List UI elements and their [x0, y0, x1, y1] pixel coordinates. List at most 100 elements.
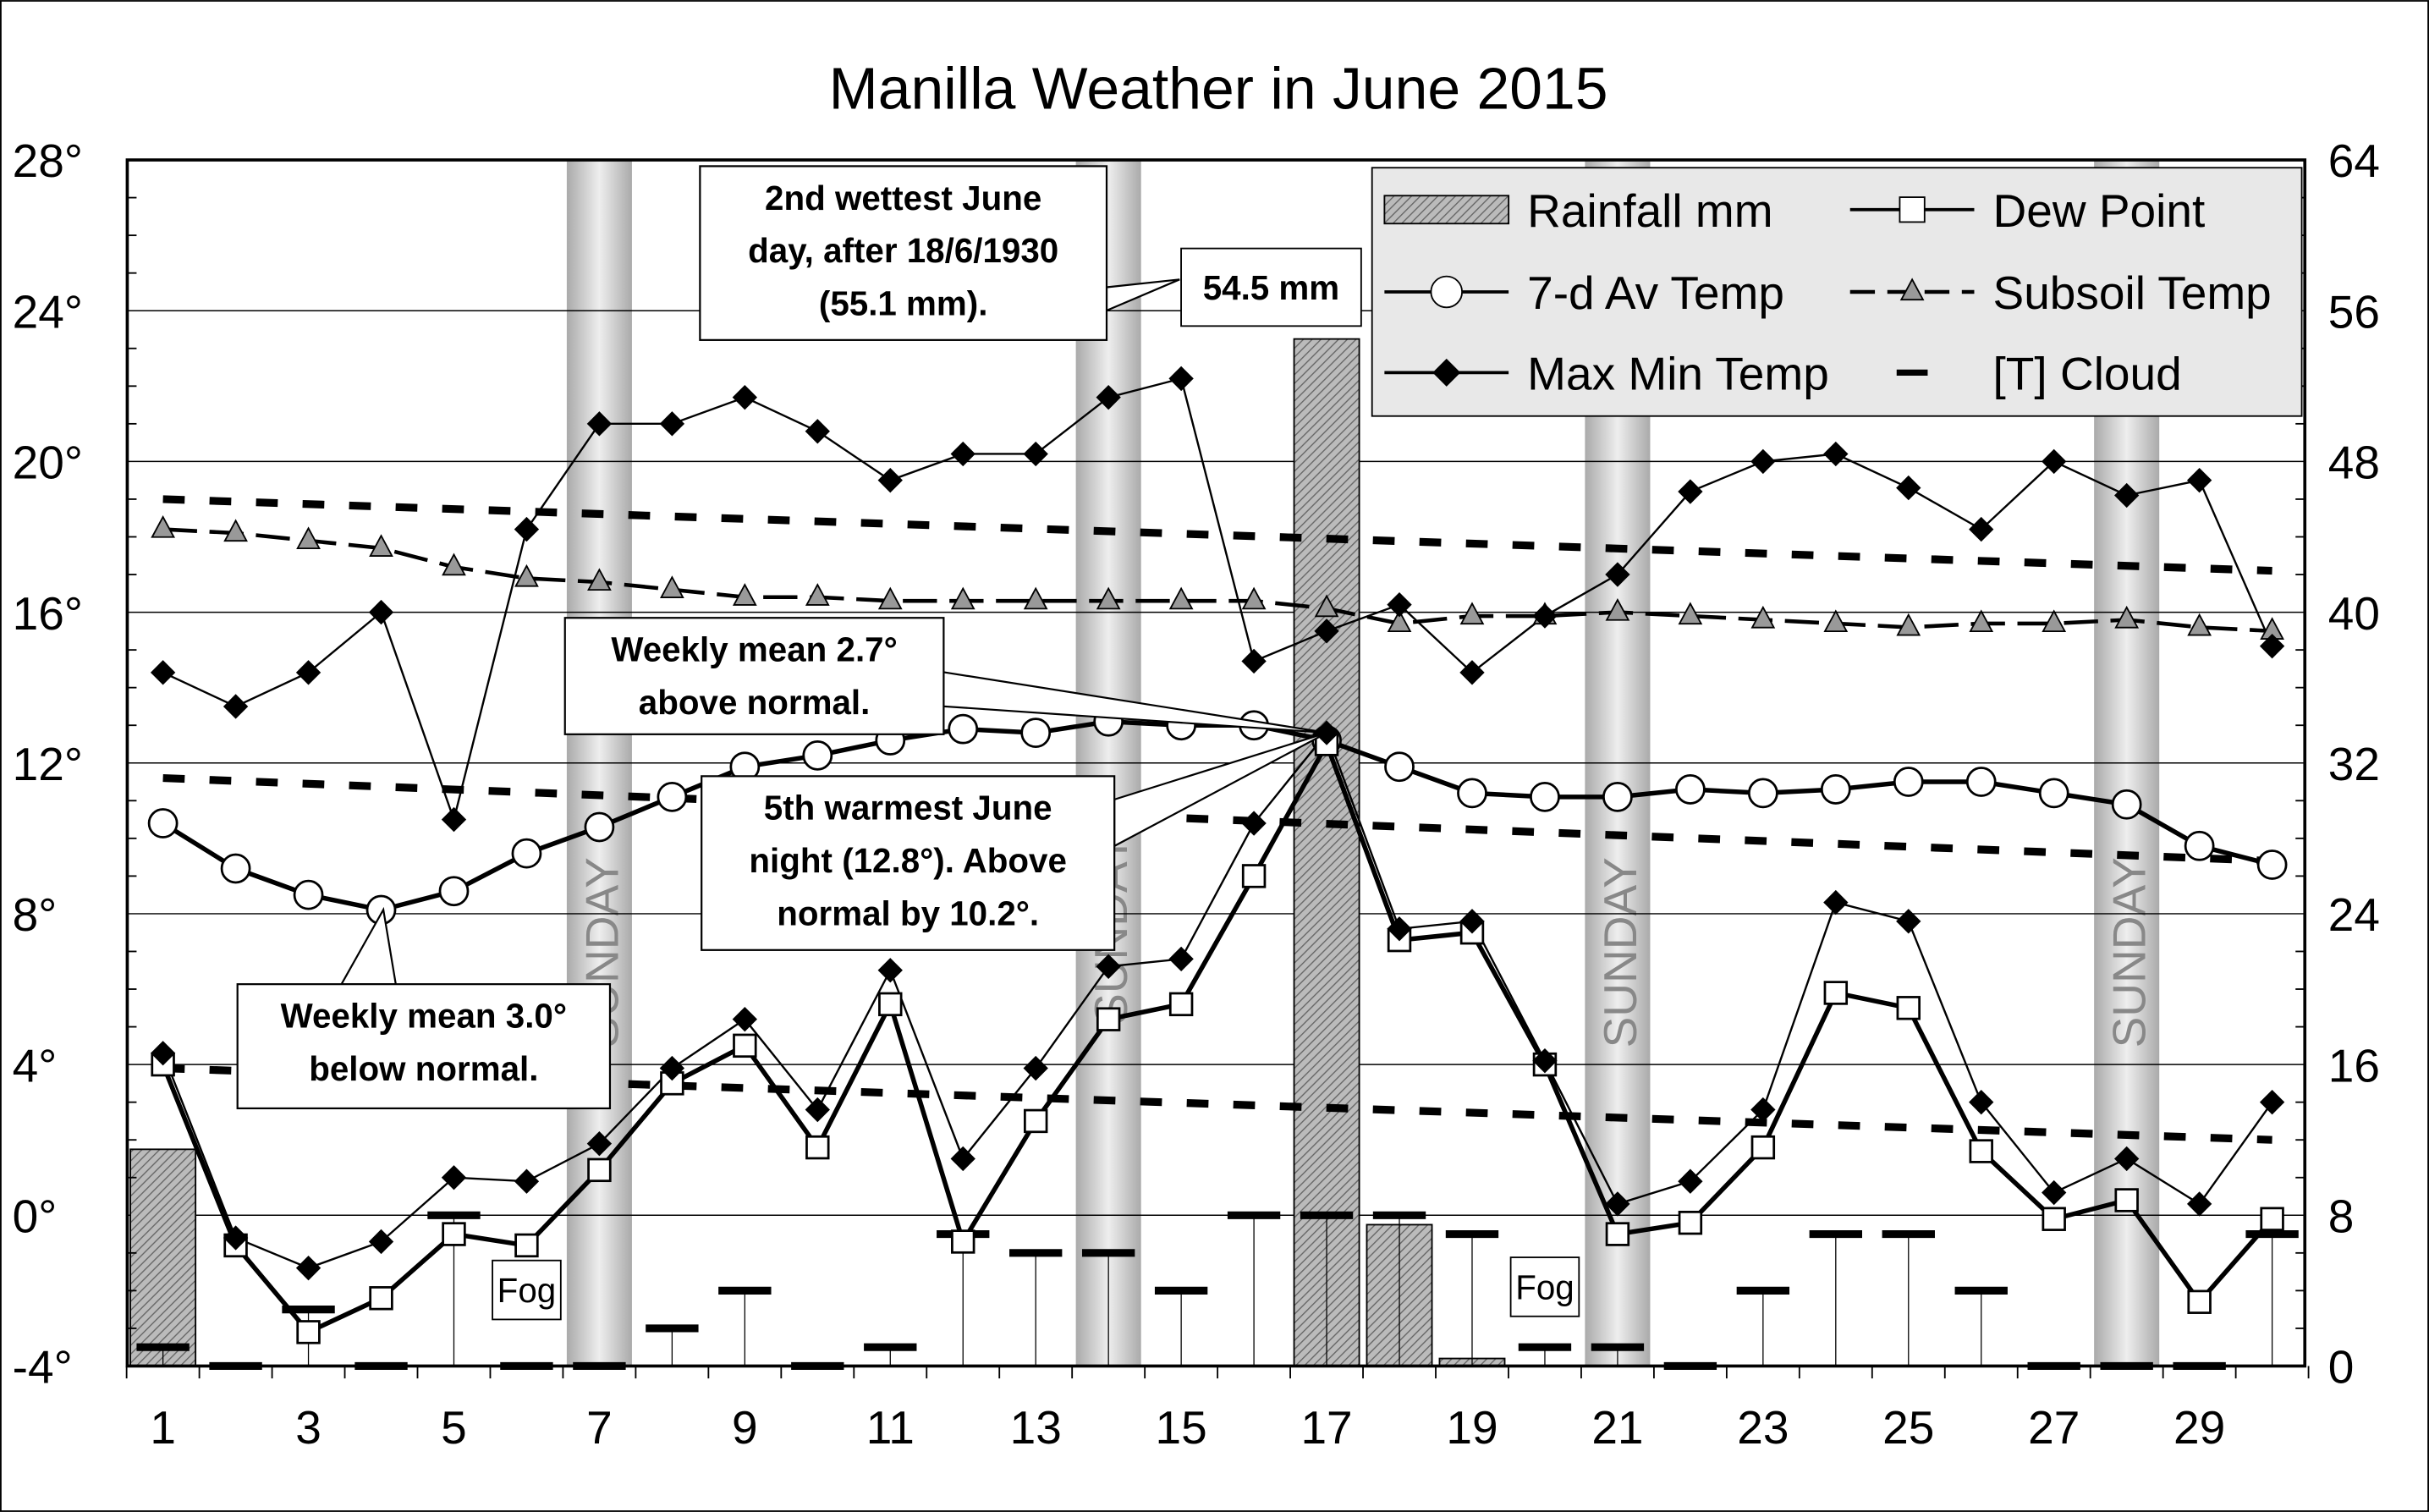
x-tick-label: 5	[441, 1401, 467, 1454]
legend-label: Max Min Temp	[1527, 348, 1829, 400]
rain-value-label: 54.5 mm	[1203, 268, 1339, 307]
dew-point-point	[587, 1157, 612, 1183]
sunday-label: SUNDAY	[1594, 857, 1646, 1047]
avg-temp-point	[1602, 781, 1633, 812]
subsoil-point	[2042, 609, 2067, 633]
callout-box	[701, 775, 1116, 951]
y-left-tick-label: 4°	[13, 1039, 58, 1091]
x-tick-label: 21	[1591, 1401, 1643, 1454]
avg-temp-point	[1020, 718, 1052, 749]
avg-temp-point	[1820, 774, 1851, 805]
subsoil-point	[587, 568, 612, 591]
callout-text: (55.1 mm).	[819, 284, 988, 323]
dew-point-point	[878, 992, 903, 1017]
chart-title: Manilla Weather in June 2015	[829, 56, 1608, 122]
dew-point-point	[2114, 1188, 2139, 1212]
subsoil-point	[1678, 602, 1703, 625]
x-tick-label: 7	[586, 1401, 613, 1454]
min-temp-line	[162, 730, 2273, 1269]
callout-box	[236, 983, 612, 1110]
dew-point-point	[369, 1286, 393, 1311]
dew-point-point	[1678, 1210, 1703, 1235]
subsoil-point	[151, 514, 176, 538]
subsoil-point	[877, 586, 903, 610]
avg-temp-point	[1747, 778, 1778, 809]
dew-point-point	[514, 1233, 539, 1258]
y-left-tick-label: 20°	[13, 437, 83, 489]
min-temp-point	[732, 1006, 758, 1032]
max-temp-point	[1387, 591, 1412, 618]
dew-point-line	[161, 738, 2274, 1335]
dew-point-point	[1096, 1007, 1121, 1031]
callout-text: day, after 18/6/1930	[748, 231, 1058, 270]
subsoil-point	[2187, 613, 2212, 636]
dew-point-point	[1241, 864, 1267, 888]
subsoil-point	[1096, 586, 1121, 610]
min-temp-point	[1605, 1191, 1630, 1217]
avg-temp-point	[1674, 774, 1706, 805]
subsoil-point	[296, 526, 321, 550]
max-temp-point	[1605, 562, 1630, 587]
dew-point-point	[1969, 1139, 1993, 1163]
dew-point-point	[442, 1222, 466, 1246]
subsoil-point	[1241, 586, 1267, 610]
y-left-tick-label: 16°	[13, 587, 83, 640]
legend-label: Dew Point	[1993, 184, 2206, 237]
callout-box	[563, 617, 945, 735]
avg-temp-point	[1384, 751, 1415, 783]
avg-temp-point	[2038, 778, 2069, 809]
subsoil-point	[660, 575, 684, 598]
subsoil-point	[1896, 613, 1921, 636]
avg-temp-point	[1893, 767, 1924, 797]
avg-temp-point	[293, 879, 324, 910]
subsoil-point	[1459, 602, 1485, 625]
callout-text: normal by 10.2°.	[777, 893, 1039, 932]
y-left-tick-label: -4°	[13, 1341, 73, 1394]
dew-point-point	[1750, 1135, 1776, 1160]
y-right-tick-label: 8	[2328, 1190, 2355, 1242]
sunday-label: SUNDAY	[2103, 857, 2156, 1047]
callout-text: below normal.	[309, 1049, 538, 1088]
subsoil-point	[1023, 586, 1048, 610]
rain-value-box	[1180, 247, 1362, 327]
y-left-tick-label: 24°	[13, 285, 83, 338]
avg-temp-point	[802, 740, 833, 771]
x-tick-label: 29	[2173, 1401, 2225, 1454]
avg-temp-point	[1457, 778, 1487, 809]
fog-box	[492, 1259, 562, 1321]
subsoil-point	[369, 534, 393, 557]
avg-temp-point	[438, 876, 470, 907]
legend-box	[1371, 167, 2303, 417]
rainfall-bar	[1293, 338, 1360, 1367]
subsoil-point	[2114, 605, 2140, 629]
dew-point-point	[1605, 1222, 1630, 1246]
y-right-tick-label: 24	[2328, 888, 2380, 941]
min-temp-point	[1532, 1047, 1558, 1074]
min-temp-point	[1096, 954, 1121, 979]
avg-temp-point	[948, 713, 979, 745]
subsoil-point	[1823, 609, 1849, 633]
dew-point-point	[296, 1320, 321, 1344]
rainfall-bar	[129, 1148, 197, 1367]
max-temp-line	[162, 377, 2273, 823]
subsoil-point	[1387, 609, 1412, 633]
legend-triangle-marker	[1899, 278, 1925, 301]
avg-temp-point	[2256, 849, 2288, 880]
max-temp-point	[1096, 385, 1121, 410]
avg-temp-point	[657, 781, 688, 812]
min-temp-point	[1678, 1168, 1703, 1194]
avg-temp-point	[2111, 789, 2142, 820]
callout-box	[699, 165, 1108, 341]
min-temp-point	[514, 1168, 540, 1194]
x-tick-label: 23	[1737, 1401, 1789, 1454]
min-temp-point	[1387, 916, 1412, 942]
avg-temp-point	[584, 811, 615, 843]
y-right-tick-label: 32	[2328, 738, 2380, 790]
max-temp-point	[514, 516, 540, 542]
y-right-tick-label: 56	[2328, 285, 2380, 338]
x-tick-label: 11	[866, 1401, 915, 1454]
legend: Rainfall mm Dew Point 7-d Av Temp Subsoil T…	[1371, 167, 2303, 417]
y-left-tick-label: 8°	[13, 888, 58, 941]
y-right-tick-label: 48	[2328, 437, 2380, 489]
x-tick-label: 3	[295, 1401, 321, 1454]
